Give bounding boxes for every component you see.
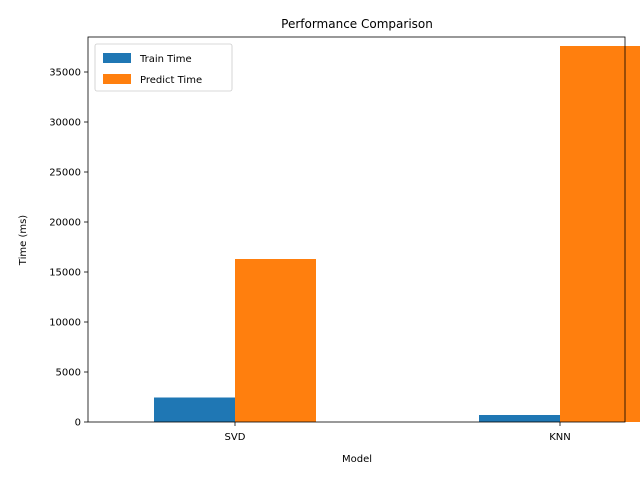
plot-area: 0 5000 10000 15000 20000 25000 30000 35000 SVD KN… bbox=[49, 36, 640, 443]
bar-train-time-svd bbox=[154, 397, 235, 422]
x-tick-label-knn: KNN bbox=[549, 432, 571, 443]
legend-swatch-predict-time bbox=[103, 74, 131, 84]
y-tick-label: 25000 bbox=[49, 168, 81, 179]
legend-label-predict-time: Predict Time bbox=[140, 75, 202, 86]
x-axis-label: Model bbox=[342, 454, 372, 465]
y-tick-label: 35000 bbox=[49, 68, 81, 79]
bar-predict-time-knn bbox=[560, 46, 640, 422]
legend-label-train-time: Train Time bbox=[139, 54, 192, 65]
y-tick-label: 15000 bbox=[49, 268, 81, 279]
bar-predict-time-svd bbox=[235, 259, 316, 422]
y-tick-label: 10000 bbox=[49, 318, 81, 329]
y-tick-label: 5000 bbox=[56, 368, 81, 379]
chart-title: Performance Comparison bbox=[281, 17, 433, 31]
bar-train-time-knn bbox=[479, 415, 560, 422]
legend-swatch-train-time bbox=[103, 53, 131, 63]
y-axis-label: Time (ms) bbox=[18, 215, 29, 267]
y-tick-label: 20000 bbox=[49, 218, 81, 229]
y-tick-label: 0 bbox=[75, 418, 81, 429]
legend: Train Time Predict Time bbox=[94, 43, 233, 92]
y-tick-label: 30000 bbox=[49, 118, 81, 129]
axes-frame bbox=[87, 36, 626, 423]
x-tick-label-svd: SVD bbox=[225, 432, 246, 443]
